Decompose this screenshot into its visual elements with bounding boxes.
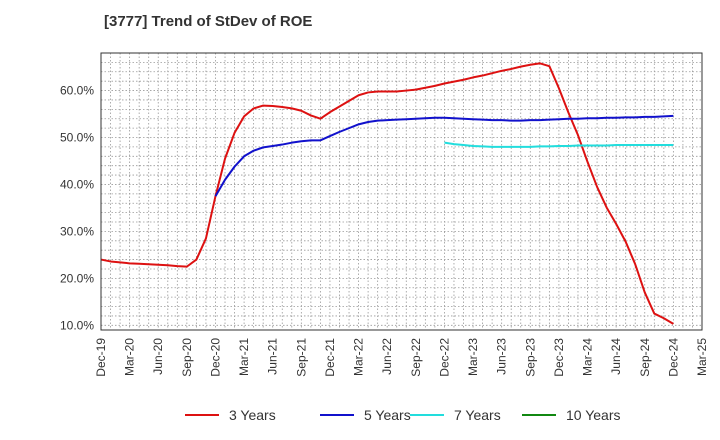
x-tick-label: Jun-20 (151, 338, 165, 375)
plot-background (101, 53, 702, 330)
legend-label: 3 Years (229, 407, 276, 423)
plot-frame (100, 52, 703, 331)
x-tick-label: Sep-23 (523, 338, 537, 377)
legend-label: 7 Years (454, 407, 501, 423)
x-tick-label: Dec-23 (552, 338, 566, 377)
y-tick-label: 30.0% (60, 224, 94, 238)
x-tick-label: Sep-22 (409, 338, 423, 377)
legend-label: 5 Years (364, 407, 411, 423)
x-tick-label: Sep-20 (180, 338, 194, 377)
x-tick-label: Mar-22 (352, 338, 366, 376)
series-line-3-years (100, 62, 674, 325)
legend-item: 7 Years (410, 405, 501, 425)
x-tick-label: Dec-19 (94, 338, 108, 377)
x-tick-label: Mar-25 (695, 338, 709, 376)
y-axis-tick-labels: 10.0% 20.0% 30.0% 40.0% 50.0% 60.0% (60, 84, 94, 333)
grid-lines (101, 52, 702, 330)
legend-swatch (522, 414, 556, 416)
x-tick-label: Dec-22 (437, 338, 451, 377)
legend-swatch (185, 414, 219, 416)
x-tick-label: Jun-24 (609, 338, 623, 375)
x-tick-label: Jun-21 (266, 338, 280, 375)
series-line-7-years (444, 141, 674, 148)
x-tick-label: Mar-20 (123, 338, 137, 376)
y-tick-label: 50.0% (60, 131, 94, 145)
x-tick-label: Mar-21 (237, 338, 251, 376)
legend-label: 10 Years (566, 407, 621, 423)
series-lines (100, 62, 674, 325)
x-tick-label: Dec-20 (208, 338, 222, 377)
x-tick-label: Dec-21 (323, 338, 337, 377)
x-axis-tick-labels: Dec-19 Mar-20 Jun-20 Sep-20 Dec-20 Mar-21 Jun-… (94, 338, 709, 377)
x-tick-label: Dec-24 (666, 338, 680, 377)
y-tick-label: 10.0% (60, 318, 94, 332)
x-tick-label: Jun-22 (380, 338, 394, 375)
series-line-5-years (214, 114, 674, 197)
y-tick-label: 60.0% (60, 84, 94, 98)
x-tick-label: Sep-21 (294, 338, 308, 377)
chart-title: [3777] Trend of StDev of ROE (104, 13, 313, 30)
y-tick-label: 40.0% (60, 177, 94, 191)
legend-item: 5 Years (320, 405, 411, 425)
legend-item: 10 Years (522, 405, 621, 425)
x-tick-label: Mar-24 (581, 338, 595, 376)
legend: 3 Years 5 Years 7 Years 10 Years (0, 405, 720, 425)
x-tick-label: Mar-23 (466, 338, 480, 376)
legend-swatch (320, 414, 354, 416)
x-tick-label: Sep-24 (638, 338, 652, 377)
legend-swatch (410, 414, 444, 416)
x-tick-label: Jun-23 (495, 338, 509, 375)
legend-item: 3 Years (185, 405, 276, 425)
y-tick-label: 20.0% (60, 271, 94, 285)
